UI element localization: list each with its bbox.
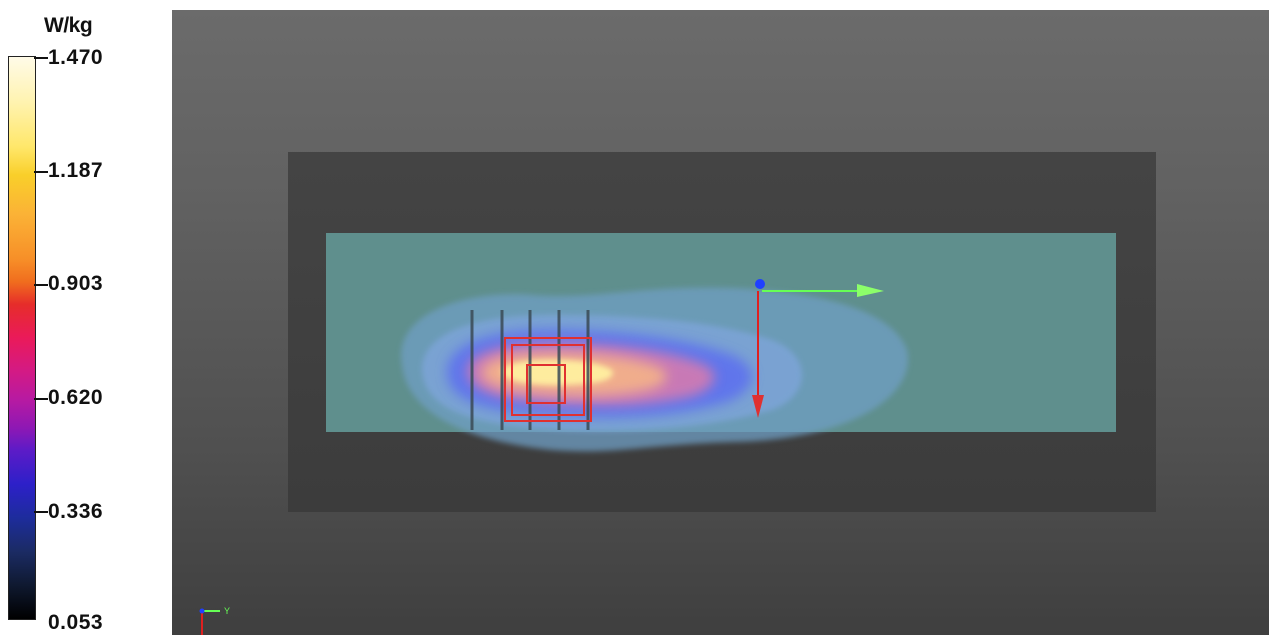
y-axis-arrow: [752, 395, 764, 418]
legend-tick-label: 1.187: [48, 159, 104, 182]
legend-tick: [34, 398, 48, 400]
legend-tick: [34, 57, 48, 59]
legend-tick-label: 0.336: [48, 500, 104, 523]
legend-tick-label: 1.470: [48, 46, 104, 69]
device-slots: [470, 310, 590, 430]
legend-tick: [34, 171, 48, 173]
sar-distribution: Y: [199, 279, 909, 635]
legend-tick: [34, 511, 48, 513]
zoom-scan-boxes: [504, 337, 592, 422]
legend-tick: [34, 284, 48, 286]
colorbar: [8, 56, 36, 620]
xyz-axes-icon: Y: [199, 606, 230, 635]
legend-tick-label: 0.053: [48, 611, 104, 634]
coordinate-axes: [752, 279, 884, 418]
zoom-scan-mid: [511, 344, 585, 416]
orientation-label: Y: [224, 606, 230, 616]
legend-tick-label: 0.620: [48, 386, 104, 409]
3d-viewport[interactable]: Y: [172, 10, 1269, 635]
axis-origin: [755, 279, 765, 289]
x-axis-arrow: [857, 284, 884, 297]
zoom-scan-inner: [526, 364, 566, 404]
legend-unit: W/kg: [44, 14, 93, 37]
zoom-scan-outer: [504, 337, 592, 422]
sar-contours: [401, 287, 909, 452]
legend-tick-label: 0.903: [48, 272, 104, 295]
color-legend: W/kg 1.470 1.187 0.903 0.620 0.336 0.053: [0, 0, 170, 635]
